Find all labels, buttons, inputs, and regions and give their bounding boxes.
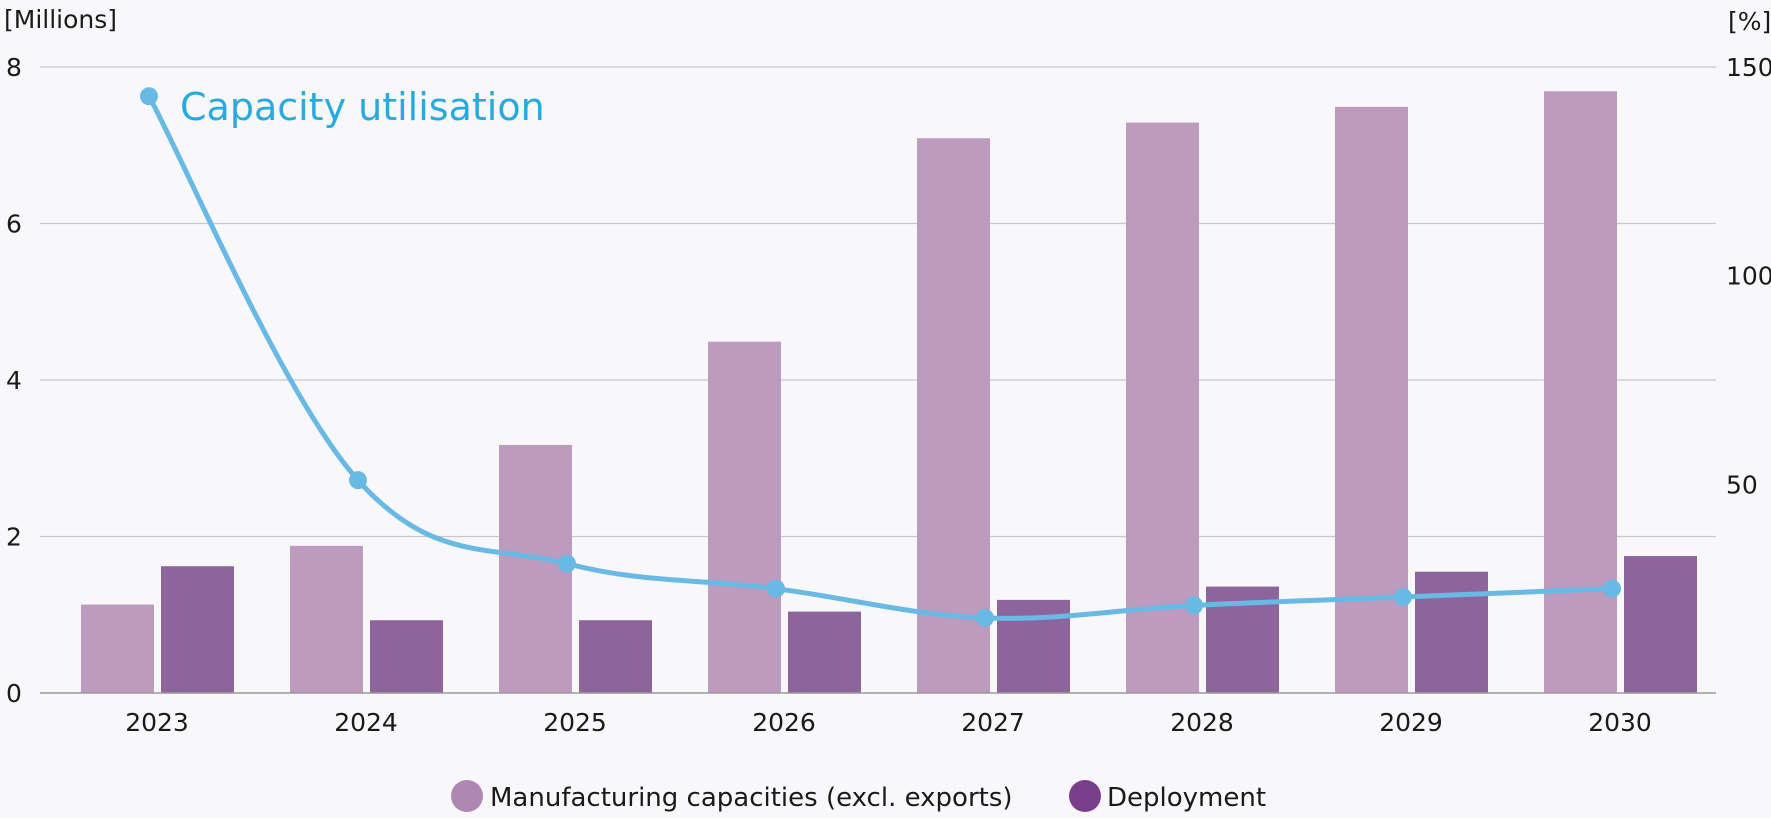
x-tick-label: 2024 bbox=[334, 708, 398, 737]
x-tick-label: 2025 bbox=[543, 708, 607, 737]
x-tick-label: 2028 bbox=[1170, 708, 1234, 737]
bar-manufacturing-capacity bbox=[917, 138, 990, 693]
utilisation-point bbox=[349, 471, 367, 490]
x-tick-labels: 2023 2024 2025 2026 2027 2028 2029 2030 bbox=[125, 708, 1652, 737]
legend-label-manufacturing: Manufacturing capacities (excl. exports) bbox=[490, 783, 1013, 813]
bar-deployment bbox=[161, 566, 234, 693]
y-left-tick-label: 4 bbox=[6, 366, 22, 395]
legend: Manufacturing capacities (excl. exports)… bbox=[451, 780, 1266, 813]
bar-manufacturing-capacity bbox=[708, 341, 781, 693]
x-tick-label: 2027 bbox=[961, 708, 1025, 737]
utilisation-point bbox=[976, 608, 994, 627]
bar-deployment bbox=[1624, 556, 1697, 693]
y-left-tick-labels: 0 2 4 6 8 bbox=[6, 53, 22, 708]
utilisation-point bbox=[767, 579, 785, 598]
bar-manufacturing-capacity bbox=[1544, 91, 1617, 693]
y-right-tick-label: 100 bbox=[1726, 262, 1771, 291]
bar-manufacturing-capacity bbox=[81, 604, 154, 693]
y-right-tick-labels: 50 100 150 bbox=[1726, 53, 1771, 499]
bar-deployment bbox=[1415, 571, 1488, 693]
bar-deployment bbox=[579, 620, 652, 693]
line-series-label: Capacity utilisation bbox=[180, 85, 545, 129]
y-left-tick-label: 2 bbox=[6, 523, 22, 552]
x-tick-label: 2029 bbox=[1379, 708, 1443, 737]
bar-manufacturing-capacity bbox=[290, 545, 363, 693]
bar-deployment bbox=[997, 599, 1070, 693]
y-right-unit-label: [%] bbox=[1728, 7, 1771, 36]
bars bbox=[81, 91, 1697, 694]
legend-label-deployment: Deployment bbox=[1107, 783, 1266, 813]
utilisation-point bbox=[140, 87, 158, 106]
legend-swatch-manufacturing bbox=[451, 780, 483, 812]
y-right-tick-label: 50 bbox=[1726, 470, 1758, 499]
utilisation-point bbox=[1394, 588, 1412, 607]
bar-manufacturing-capacity bbox=[1335, 106, 1408, 694]
utilisation-line-layer bbox=[140, 87, 1621, 627]
gridlines bbox=[40, 66, 1716, 538]
bar-deployment bbox=[370, 620, 443, 693]
y-left-tick-label: 8 bbox=[6, 53, 22, 82]
x-tick-label: 2030 bbox=[1588, 708, 1652, 737]
y-left-tick-label: 6 bbox=[6, 210, 22, 239]
bar-manufacturing-capacity bbox=[1126, 122, 1199, 694]
utilisation-point bbox=[1185, 596, 1203, 615]
x-tick-label: 2026 bbox=[752, 708, 816, 737]
y-left-unit-label: [Millions] bbox=[4, 5, 117, 34]
bar-deployment bbox=[788, 611, 861, 693]
y-right-tick-label: 150 bbox=[1726, 53, 1771, 82]
y-left-tick-label: 0 bbox=[6, 679, 22, 708]
x-tick-label: 2023 bbox=[125, 708, 189, 737]
utilisation-line bbox=[146, 93, 1615, 621]
utilisation-point bbox=[558, 554, 576, 573]
legend-swatch-deployment bbox=[1069, 780, 1101, 812]
utilisation-point bbox=[1603, 579, 1621, 598]
